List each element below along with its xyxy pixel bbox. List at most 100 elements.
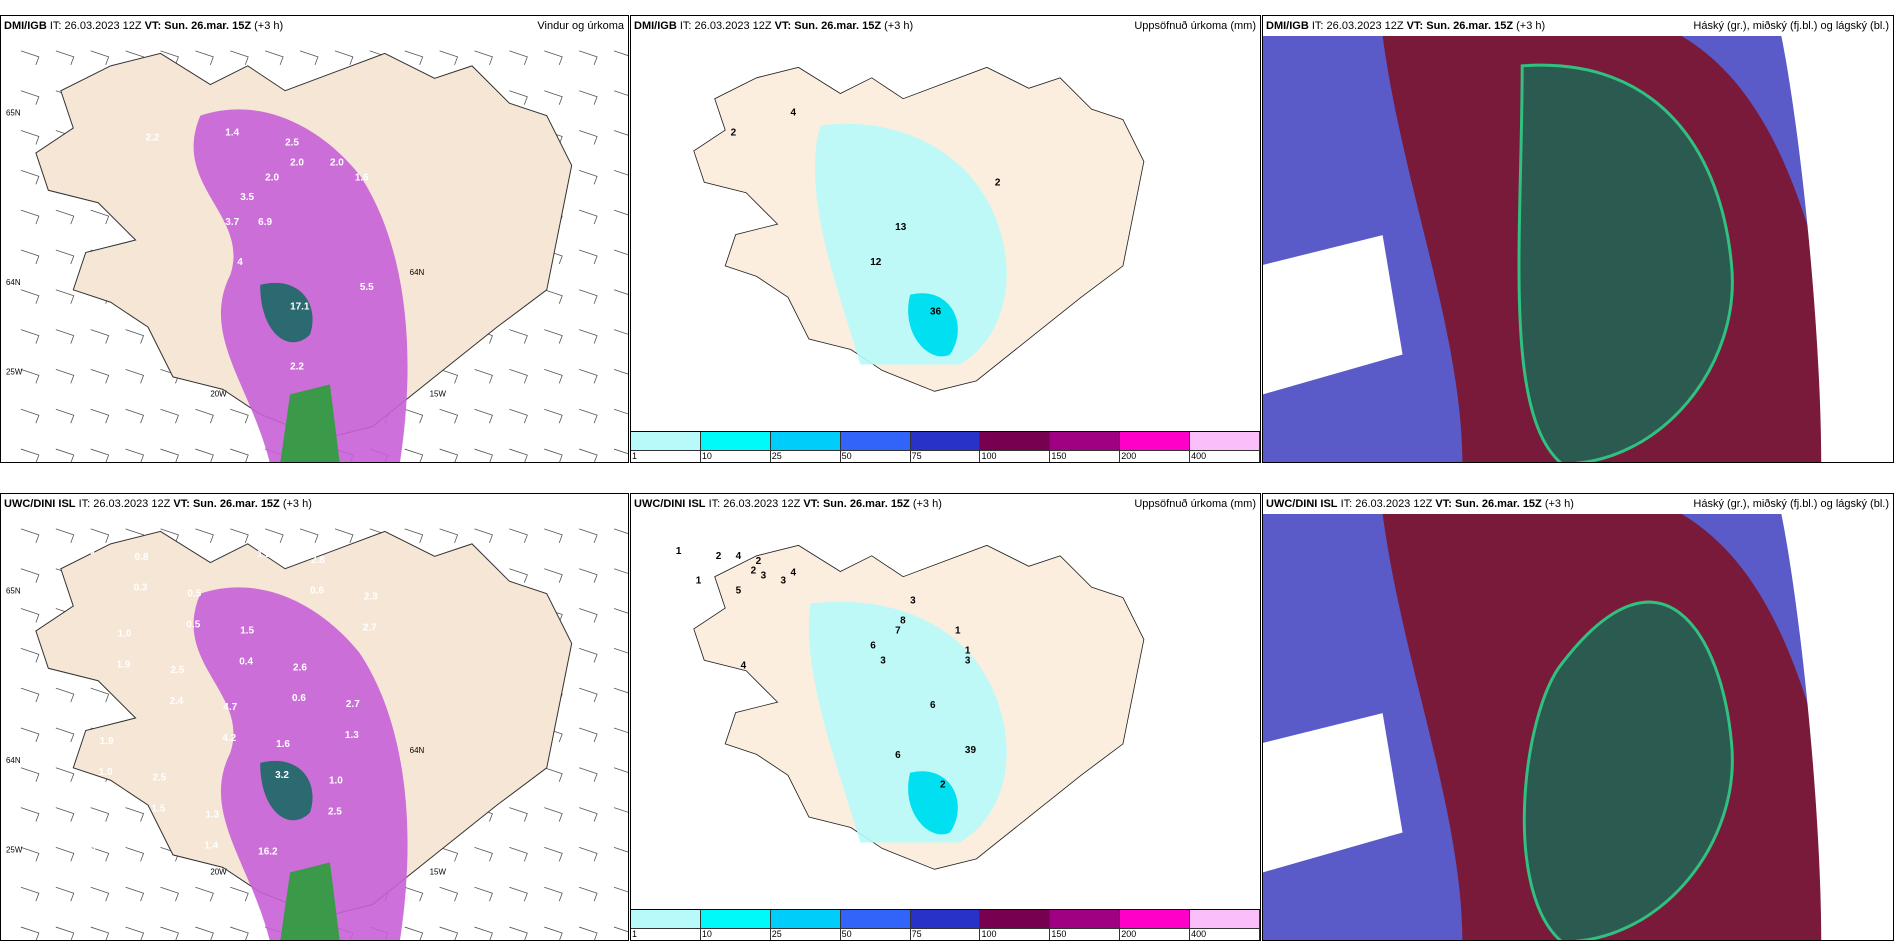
precip-value: 2.5 [328, 807, 342, 818]
wind-barb [474, 369, 493, 384]
clear-area [1781, 36, 1893, 462]
precip-max [908, 293, 958, 357]
precip-value: 4.2 [222, 733, 236, 744]
wind-barb [125, 408, 145, 424]
clear-area [1263, 713, 1403, 873]
lead-time: (+3 h) [282, 498, 312, 510]
colorbar-tick: 1 [632, 451, 638, 461]
wind-barb [20, 807, 40, 822]
wind-barb [20, 408, 40, 424]
green-area [280, 384, 340, 462]
colorbar-bin: 150 [1050, 432, 1121, 462]
wind-barb [579, 727, 598, 743]
valid-label: VT: [803, 498, 820, 510]
precip-value: 2.0 [290, 157, 304, 168]
precip-value: 36 [930, 307, 942, 318]
wind-barb [439, 926, 459, 940]
wind-barb [90, 369, 110, 384]
lead-time: (+3 h) [1544, 498, 1574, 510]
map-panel-precip: UWC/DINI ISL IT: 26.03.2023 12Z VT: Sun.… [630, 493, 1261, 941]
wind-barb [160, 408, 179, 424]
high-cloud [1517, 63, 1734, 462]
init-label: IT: [679, 20, 692, 32]
wind-barb [544, 90, 563, 105]
wind-barb [579, 926, 598, 940]
colorbar-tick: 75 [911, 451, 922, 461]
colorbar-tick: 50 [841, 451, 852, 461]
valid-label: VT: [144, 20, 162, 32]
colorbar-bin: 400 [1190, 910, 1260, 940]
wind-barb [20, 50, 40, 66]
wind-barb [20, 568, 40, 583]
map-panel-precip: DMI/IGB IT: 26.03.2023 12Z VT: Sun. 26.m… [630, 15, 1261, 463]
map: 2 4 2 13 12 36 [631, 36, 1260, 462]
wind-barb [90, 528, 110, 544]
wind-barb [509, 329, 528, 344]
wind-barb [55, 767, 75, 782]
wind-barb [55, 687, 75, 703]
precip-value: 0.5 [187, 589, 201, 600]
colorbar-bin: 50 [840, 432, 911, 462]
wind-barb [439, 886, 459, 902]
wind-barb [55, 249, 75, 265]
colorbar-bin: 10 [700, 910, 771, 940]
colorbar-tick: 400 [1191, 451, 1207, 461]
precip-value: 4.7 [223, 702, 237, 713]
wind-barb [125, 448, 145, 462]
wind-barb [20, 847, 40, 862]
colorbar-bin: 25 [770, 910, 841, 940]
precip-value: 2 [940, 780, 946, 791]
precip-value: 8 [900, 615, 906, 626]
precip-value: 3.5 [240, 192, 254, 203]
precip-value: 1.0 [329, 776, 343, 787]
colorbar-bin: 200 [1120, 432, 1191, 462]
precip-value: 13 [895, 222, 907, 233]
wind-barb [474, 847, 493, 862]
precip-value: 2.7 [363, 622, 377, 633]
valid-time: Sun. 26.mar. 15Z [192, 498, 280, 510]
wind-barb [579, 209, 598, 225]
wind-barb [55, 369, 75, 384]
precip-area [814, 123, 1007, 365]
colorbar-tick: 150 [1051, 451, 1067, 461]
wind-barb [579, 448, 598, 462]
precip-value: 1.9 [117, 659, 131, 670]
model-name: DMI/IGB [1266, 20, 1309, 32]
wind-barb [265, 50, 284, 66]
precip-value: 2.3 [364, 592, 378, 603]
wind-barb [613, 289, 628, 295]
wind-barb [544, 886, 563, 902]
map: 1 1 2 4 2 2 3 5 3 4 4 3 8 7 6 1 1 3 3 6 6 39 2 [631, 514, 1260, 940]
precip-value: 0.5 [186, 619, 200, 630]
model-name: DMI/IGB [4, 20, 47, 32]
wind-barb [613, 886, 628, 893]
init-time: 26.03.2023 12Z [1355, 498, 1433, 510]
wind-barb [544, 50, 563, 66]
lead-time: (+3 h) [1516, 20, 1546, 32]
wind-barb [55, 807, 75, 822]
lead-time: (+3 h) [884, 20, 914, 32]
wind-barb [90, 687, 110, 703]
wind-barb [613, 807, 628, 813]
precip-value: 2 [731, 128, 737, 139]
wind-barb [90, 886, 110, 902]
wind-barb [579, 568, 598, 583]
wind-barb [509, 528, 528, 544]
wind-barb [20, 528, 40, 544]
init-label: IT: [708, 498, 721, 510]
precip-value: 1 [696, 576, 702, 587]
wind-barb [613, 767, 628, 773]
colorbar-tick: 75 [911, 929, 922, 939]
wind-barb [509, 50, 528, 66]
wind-barb [55, 408, 75, 424]
wind-barb [613, 329, 628, 335]
precip-value: 3 [781, 576, 787, 587]
wind-barb [509, 408, 528, 424]
wind-barb [509, 568, 528, 583]
wind-barb [20, 647, 40, 663]
wind-barb [474, 528, 493, 544]
colorbar-tick: 25 [771, 451, 782, 461]
colorbar-tick: 100 [981, 451, 997, 461]
wind-barb [160, 528, 179, 544]
colorbar-bin: 1 [631, 910, 701, 940]
